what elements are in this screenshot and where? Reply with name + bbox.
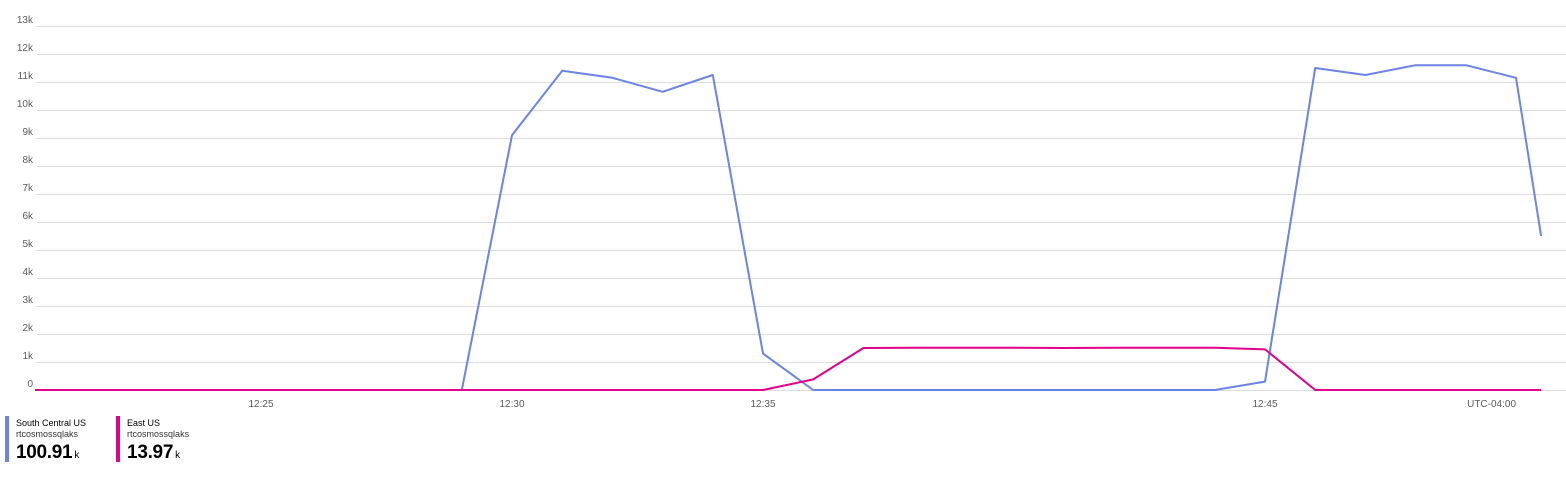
y-tick-label: 13k — [17, 15, 34, 26]
x-tick-label: 12:35 — [750, 399, 775, 410]
series-lines — [35, 64, 1543, 391]
series-line-east-us[interactable] — [35, 346, 1542, 391]
y-tick-label: 3k — [22, 295, 34, 306]
x-tick-label: 12:30 — [499, 399, 524, 410]
x-axis: 12:25 12:30 12:35 12:45 UTC-04:00 — [248, 399, 1516, 410]
legend-total-unit: k — [74, 450, 80, 461]
y-tick-label: 11k — [18, 71, 34, 82]
legend: South Central US rtcosmossqlaks 100.91 k … — [5, 416, 189, 467]
y-tick-label: 6k — [22, 211, 34, 222]
x-tick-label: UTC-04:00 — [1467, 399, 1516, 410]
legend-total-unit: k — [175, 450, 180, 461]
y-tick-label: 12k — [17, 43, 34, 54]
y-tick-label: 7k — [22, 183, 34, 194]
legend-resource-name: rtcosmossqlaks — [127, 429, 190, 439]
y-tick-label: 9k — [22, 127, 34, 138]
legend-swatch-east-us — [116, 416, 121, 462]
y-tick-label: 5k — [22, 239, 34, 250]
y-tick-label: 0 — [27, 379, 33, 390]
legend-total-value: 100.91 k — [16, 442, 80, 463]
y-tick-label: 4k — [22, 267, 34, 278]
y-tick-label: 2k — [22, 323, 34, 334]
y-tick-label: 8k — [22, 155, 34, 166]
series-line-south-central-us[interactable] — [35, 64, 1543, 391]
legend-series-name: East US — [127, 418, 161, 428]
legend-total-value: 13.97 k — [127, 442, 180, 463]
x-tick-label: 12:45 — [1252, 399, 1277, 410]
grid-lines — [37, 26, 1566, 391]
legend-item-south-central-us[interactable]: South Central US rtcosmossqlaks 100.91 k — [5, 416, 86, 467]
legend-series-name: South Central US — [16, 418, 87, 428]
y-axis: 0 1k 2k 3k 4k 5k 6k 7k 8k 9k 10k 11k 12k 13k — [17, 15, 34, 390]
legend-swatch-south-central-us — [5, 416, 9, 462]
legend-resource-name: rtcosmossqlaks — [16, 429, 79, 439]
y-tick-label: 1k — [22, 351, 34, 362]
legend-item-east-us[interactable]: East US rtcosmossqlaks 13.97 k — [116, 416, 189, 467]
y-tick-label: 10k — [17, 99, 34, 110]
x-tick-label: 12:25 — [248, 399, 273, 410]
